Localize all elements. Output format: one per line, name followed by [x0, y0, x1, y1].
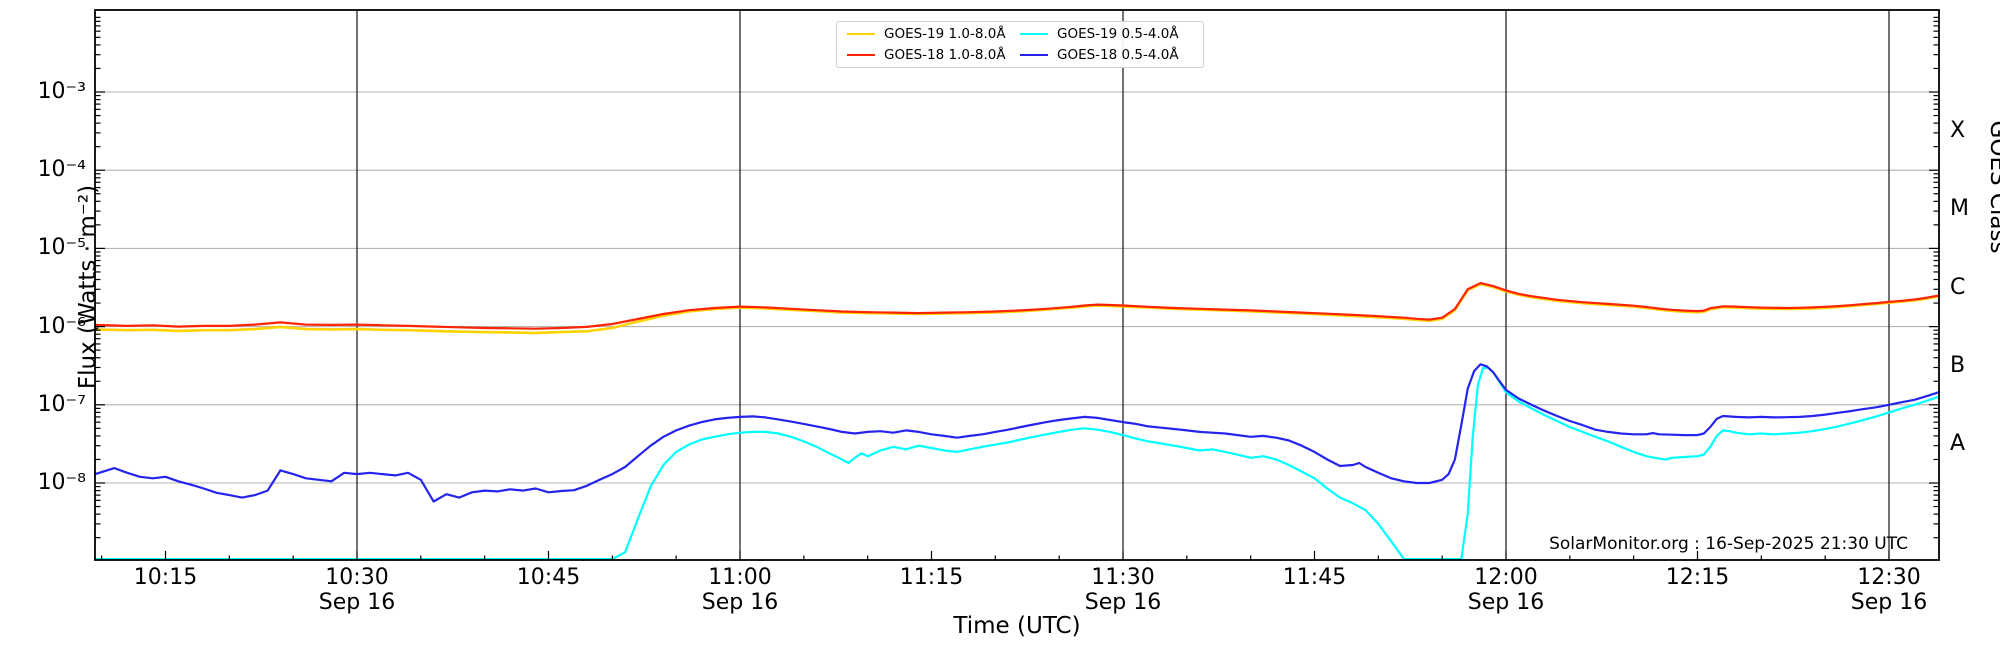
legend-item-label: GOES-19 1.0-8.0Å [884, 26, 1006, 43]
x-tick-label: 11:00 [708, 565, 772, 590]
legend-line-swatch [847, 53, 875, 56]
goes-class-label: C [1950, 274, 1966, 300]
goes-class-label: M [1950, 196, 1969, 222]
x-tick-date-label: Sep 16 [318, 590, 396, 615]
y-tick-label: 10⁻⁴ [37, 157, 86, 183]
plot-border [94, 9, 1940, 561]
legend-line-swatch [1020, 53, 1048, 56]
goes-class-label: A [1950, 430, 1966, 456]
x-tick-date-label: Sep 16 [1467, 590, 1545, 615]
goes-class-label: X [1950, 118, 1966, 144]
y-tick-label: 10⁻³ [37, 79, 86, 104]
legend-item-label: GOES-18 1.0-8.0Å [884, 46, 1006, 63]
x-tick-label: 12:30 [1857, 565, 1921, 590]
legend-line-swatch [847, 33, 875, 36]
y-tick-label: 10⁻⁷ [37, 391, 86, 417]
x-axis-title: Time (UTC) [953, 613, 1081, 639]
series-line-goes-19-0-5-4-0- [94, 366, 1941, 561]
legend-item-goes18-long: GOES-18 1.0-8.0Å [847, 47, 1020, 63]
x-tick-label: 10:15 [133, 565, 198, 590]
x-tick-label: 11:45 [1282, 565, 1347, 590]
legend-item-label: GOES-19 0.5-4.0Å [1057, 26, 1179, 43]
series-line-goes-18-0-5-4-0- [94, 363, 1941, 503]
attribution-text: SolarMonitor.org : 16-Sep-2025 21:30 UTC [1549, 534, 1908, 554]
legend-item-goes19-short: GOES-19 0.5-4.0Å [1020, 26, 1193, 42]
y-tick-label: 10⁻⁸ [37, 470, 86, 495]
x-tick-label: 10:45 [516, 565, 581, 590]
y-tick-label: 10⁻⁵ [37, 235, 86, 261]
x-tick-date-label: Sep 16 [1084, 590, 1162, 615]
x-tick-date-label: Sep 16 [1850, 590, 1928, 615]
x-tick-label: 11:30 [1091, 565, 1155, 590]
legend-item-goes19-long: GOES-19 1.0-8.0Å [847, 26, 1020, 42]
goes-class-label: B [1950, 352, 1966, 378]
legend-item-label: GOES-18 0.5-4.0Å [1057, 46, 1179, 63]
y-tick-label: 10⁻⁶ [37, 313, 86, 339]
x-tick-label: 12:15 [1665, 565, 1730, 590]
x-tick-label: 12:00 [1474, 565, 1538, 590]
x-tick-label: 11:15 [899, 565, 964, 590]
legend-line-swatch [1020, 33, 1048, 36]
legend-item-goes18-short: GOES-18 0.5-4.0Å [1020, 47, 1193, 63]
series-line-goes-18-1-0-8-0- [94, 282, 1941, 330]
legend: GOES-19 1.0-8.0Å GOES-18 1.0-8.0Å GOES-1… [836, 21, 1204, 68]
x-tick-date-label: Sep 16 [701, 590, 779, 615]
right-axis-title: GOES Class [1985, 120, 2000, 254]
x-tick-label: 10:30 [325, 565, 389, 590]
